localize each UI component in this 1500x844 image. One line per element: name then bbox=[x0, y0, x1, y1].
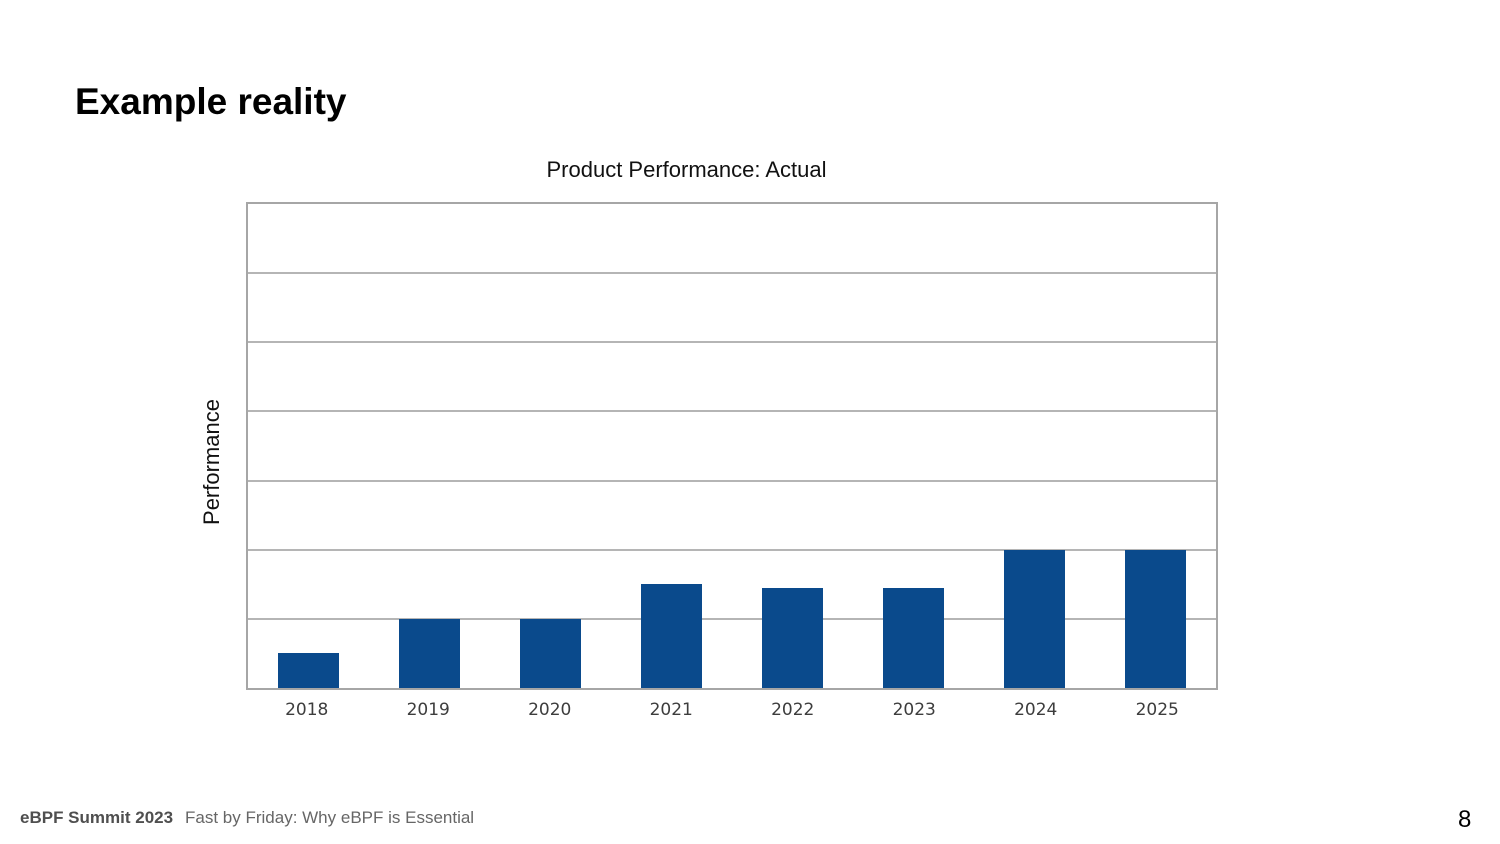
x-tick-label: 2022 bbox=[771, 700, 815, 720]
gridline bbox=[248, 479, 1216, 482]
footer-talk-title: Fast by Friday: Why eBPF is Essential bbox=[185, 808, 475, 827]
bar-2019 bbox=[399, 618, 460, 688]
gridline bbox=[248, 548, 1216, 551]
x-tick-label: 2023 bbox=[892, 700, 936, 720]
x-tick-label: 2020 bbox=[528, 700, 572, 720]
chart-title: Product Performance: Actual bbox=[546, 157, 827, 182]
bar-2022 bbox=[762, 587, 823, 688]
x-tick-label: 2025 bbox=[1135, 700, 1179, 720]
plot-area bbox=[246, 202, 1218, 690]
x-tick-label: 2024 bbox=[1014, 700, 1058, 720]
gridline bbox=[248, 617, 1216, 620]
x-tick-label: 2018 bbox=[285, 700, 329, 720]
bar-2023 bbox=[883, 587, 944, 688]
x-axis-labels: 2018 2019 2020 2021 2022 2023 2024 2025 bbox=[246, 700, 1218, 720]
gridline bbox=[248, 341, 1216, 344]
page-number: 8 bbox=[1458, 806, 1472, 833]
x-tick-label: 2019 bbox=[406, 700, 450, 720]
bar-2018 bbox=[278, 653, 339, 688]
bar-2021 bbox=[641, 584, 702, 688]
bar-2024 bbox=[1004, 549, 1065, 688]
slide-title: Example reality bbox=[75, 81, 347, 122]
gridline bbox=[248, 410, 1216, 413]
footer-conference: eBPF Summit 2023 bbox=[20, 808, 174, 827]
bar-2025 bbox=[1125, 549, 1186, 688]
x-tick-label: 2021 bbox=[649, 700, 693, 720]
bar-2020 bbox=[520, 618, 581, 688]
gridline bbox=[248, 272, 1216, 275]
y-axis-label: Performance bbox=[199, 399, 224, 525]
